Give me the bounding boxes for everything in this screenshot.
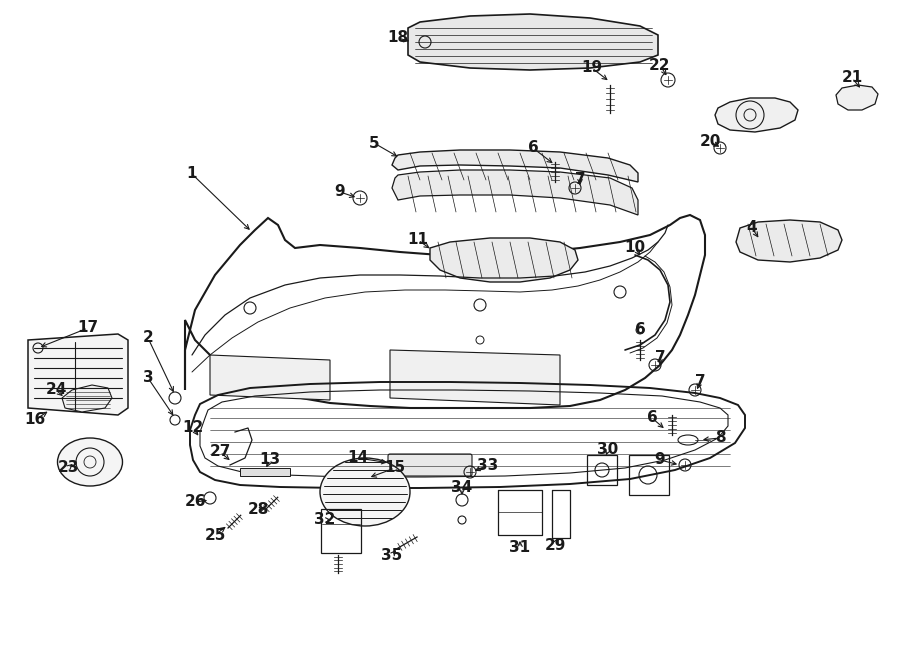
Polygon shape [715,98,798,132]
Text: 8: 8 [715,430,725,446]
Text: 25: 25 [204,527,226,543]
Polygon shape [28,334,128,415]
FancyBboxPatch shape [388,454,472,476]
Text: 18: 18 [387,30,409,46]
Text: 7: 7 [575,173,585,188]
Text: 6: 6 [634,323,645,338]
Text: 10: 10 [625,241,645,256]
Text: 24: 24 [45,383,67,397]
Text: 23: 23 [58,461,78,475]
Polygon shape [392,150,638,182]
Text: 16: 16 [24,412,46,428]
Polygon shape [240,468,290,476]
Polygon shape [62,385,112,412]
Text: 35: 35 [382,547,402,563]
Text: 34: 34 [452,481,472,496]
Text: 27: 27 [210,444,230,459]
Text: 7: 7 [695,375,706,389]
Text: 13: 13 [259,453,281,467]
Polygon shape [392,170,638,215]
Polygon shape [836,85,878,110]
Text: 12: 12 [183,420,203,436]
Ellipse shape [320,458,410,526]
Text: 11: 11 [408,233,428,247]
Polygon shape [430,238,578,282]
Ellipse shape [58,438,122,486]
Text: 22: 22 [649,58,670,73]
Text: 33: 33 [477,457,499,473]
Text: 9: 9 [654,453,665,467]
Text: 29: 29 [544,537,566,553]
Text: 5: 5 [369,136,379,151]
Text: 15: 15 [384,461,406,475]
Polygon shape [736,220,842,262]
Polygon shape [408,14,658,70]
Text: 28: 28 [248,502,269,518]
Text: 1: 1 [187,167,197,182]
Text: 26: 26 [184,494,206,510]
Polygon shape [210,355,330,400]
Polygon shape [390,350,560,405]
Text: 31: 31 [509,541,531,555]
Text: 2: 2 [142,330,153,346]
Text: 20: 20 [699,134,721,149]
Text: 19: 19 [581,61,603,75]
Text: 6: 6 [527,141,538,155]
Text: 21: 21 [842,71,862,85]
Text: 17: 17 [77,321,99,336]
Text: 32: 32 [314,512,336,527]
Text: 9: 9 [335,184,346,200]
Text: 7: 7 [654,350,665,366]
Text: 14: 14 [347,451,369,465]
Text: 3: 3 [143,371,153,385]
Text: 4: 4 [747,221,757,235]
Text: 30: 30 [598,442,618,457]
Text: 6: 6 [646,410,657,426]
